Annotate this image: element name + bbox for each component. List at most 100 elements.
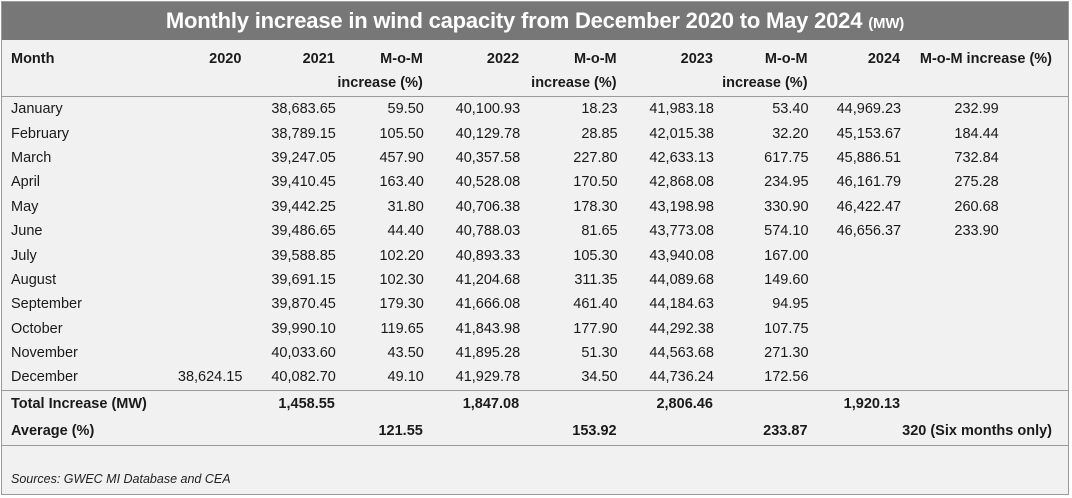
table-row: March 39,247.05 457.90 40,357.58 227.80 42,63… — [2, 146, 1068, 170]
cell-2022: 41,895.28 — [455, 345, 521, 362]
cell-2023: 44,736.24 — [649, 369, 714, 386]
cell-month: September — [11, 296, 82, 313]
cell-2020 — [161, 268, 242, 292]
cell-2021: 38,683.65 — [271, 101, 336, 118]
header-2020: 2020 — [209, 51, 242, 67]
header-mom-2023: M-o-M increase (%) — [714, 40, 809, 97]
cell-2020 — [161, 195, 242, 219]
cell-2021: 39,486.65 — [271, 223, 336, 240]
cell-2020 — [161, 341, 242, 365]
cell-2023: 44,184.63 — [649, 296, 714, 313]
cell-mom-2024: 260.68 — [954, 198, 999, 215]
table-row: February 38,789.15 105.50 40,129.78 28.85 42,… — [2, 121, 1068, 145]
cell-2024: 46,161.79 — [836, 174, 902, 191]
cell-2023: 42,015.38 — [649, 125, 714, 142]
total-2024: 1,920.13 — [843, 395, 901, 412]
cell-mom-2021: 102.30 — [379, 271, 424, 288]
header-mom-2022-line1: M-o-M — [573, 51, 617, 67]
cell-mom-2023: 172.56 — [764, 369, 809, 386]
table-body: January 38,683.65 59.50 40,100.93 18.23 41,98… — [2, 97, 1068, 391]
cell-mom-2022: 227.80 — [573, 149, 618, 166]
cell-mom-2023: 53.40 — [772, 101, 809, 118]
cell-mom-2022: 81.65 — [581, 223, 618, 240]
cell-mom-2024 — [901, 317, 1068, 341]
header-2023: 2023 — [680, 51, 713, 67]
cell-2024: 46,656.37 — [836, 223, 902, 240]
table-row: June 39,486.65 44.40 40,788.03 81.65 43,773.0… — [2, 219, 1068, 243]
cell-month: April — [11, 174, 41, 191]
header-row: Month 2020 2021 M-o-M increase (%) 2022 M… — [2, 40, 1068, 97]
cell-month: February — [11, 125, 70, 142]
cell-mom-2022: 28.85 — [581, 125, 618, 142]
cell-mom-2021: 59.50 — [387, 101, 424, 118]
table-row: September 39,870.45 179.30 41,666.08 461.40 4… — [2, 292, 1068, 316]
cell-mom-2024 — [901, 243, 1068, 267]
cell-2020 — [161, 170, 242, 194]
total-mom-2021 — [336, 390, 424, 418]
cell-2022: 41,204.68 — [455, 271, 521, 288]
title-unit: (MW) — [868, 14, 905, 32]
cell-2022: 40,788.03 — [455, 223, 521, 240]
cell-month: June — [11, 223, 43, 240]
cell-2020 — [161, 219, 242, 243]
table-row: August 39,691.15 102.30 41,204.68 311.35 44,0… — [2, 268, 1068, 292]
cell-mom-2024 — [901, 268, 1068, 292]
cell-2024 — [809, 243, 902, 267]
cell-2022: 41,843.98 — [455, 320, 521, 337]
total-2022: 1,847.08 — [462, 395, 520, 412]
cell-2022: 41,929.78 — [455, 369, 521, 386]
cell-mom-2022: 178.30 — [573, 198, 618, 215]
cell-mom-2022: 170.50 — [573, 174, 618, 191]
average-mom-2022: 153.92 — [572, 422, 617, 439]
header-mom-2021: M-o-M increase (%) — [336, 40, 424, 97]
cell-mom-2021: 31.80 — [387, 198, 424, 215]
cell-mom-2021: 102.20 — [379, 247, 424, 264]
cell-mom-2023: 94.95 — [772, 296, 809, 313]
cell-2024 — [809, 365, 902, 390]
total-mom-2022 — [520, 390, 617, 418]
total-label: Total Increase (MW) — [11, 395, 147, 412]
cell-2021: 40,082.70 — [271, 369, 336, 386]
total-row: Total Increase (MW) 1,458.55 1,847.08 2,… — [2, 390, 1068, 418]
cell-2024: 45,153.67 — [836, 125, 902, 142]
average-2024 — [809, 418, 902, 446]
average-2020 — [161, 418, 242, 446]
cell-2024 — [809, 317, 902, 341]
total-mom-2023 — [714, 390, 809, 418]
cell-2022: 40,706.38 — [455, 198, 521, 215]
cell-month: October — [11, 320, 63, 337]
cell-2022: 40,129.78 — [455, 125, 521, 142]
cell-2023: 43,940.08 — [649, 247, 714, 264]
header-mom-2022-line2: increase (%) — [531, 75, 617, 91]
cell-mom-2021: 49.10 — [387, 369, 424, 386]
cell-mom-2024 — [901, 341, 1068, 365]
total-2021: 1,458.55 — [278, 395, 335, 412]
cell-month: March — [11, 149, 52, 166]
cell-2020 — [161, 146, 242, 170]
cell-mom-2021: 43.50 — [387, 345, 424, 362]
cell-2023: 44,563.68 — [649, 345, 714, 362]
cell-2023: 42,633.13 — [649, 149, 714, 166]
cell-mom-2021: 179.30 — [379, 296, 424, 313]
header-mom-2024: M-o-M increase (%) — [919, 51, 1052, 67]
cell-2024 — [809, 292, 902, 316]
total-2020 — [161, 390, 242, 418]
header-2024: 2024 — [867, 51, 901, 67]
header-2022: 2022 — [486, 51, 520, 67]
cell-mom-2022: 34.50 — [581, 369, 618, 386]
average-mom-2024: 320 (Six months only) — [902, 422, 1052, 439]
cell-mom-2024: 732.84 — [954, 149, 999, 166]
table-row: November 40,033.60 43.50 41,895.28 51.30 44,5… — [2, 341, 1068, 365]
cell-mom-2024: 184.44 — [954, 125, 999, 142]
cell-2021: 39,990.10 — [271, 320, 336, 337]
cell-mom-2022: 311.35 — [574, 271, 618, 288]
cell-2023: 43,198.98 — [649, 198, 714, 215]
cell-2022: 40,528.08 — [455, 174, 521, 191]
cell-mom-2024 — [901, 365, 1068, 390]
total-2023: 2,806.46 — [656, 395, 713, 412]
header-mom-2023-line2: increase (%) — [722, 75, 808, 91]
table-row: July 39,588.85 102.20 40,893.33 105.30 43,940… — [2, 243, 1068, 267]
table-row: December 38,624.15 40,082.70 49.10 41,929.78… — [2, 365, 1068, 390]
cell-2023: 43,773.08 — [649, 223, 714, 240]
cell-2021: 39,870.45 — [271, 296, 336, 313]
